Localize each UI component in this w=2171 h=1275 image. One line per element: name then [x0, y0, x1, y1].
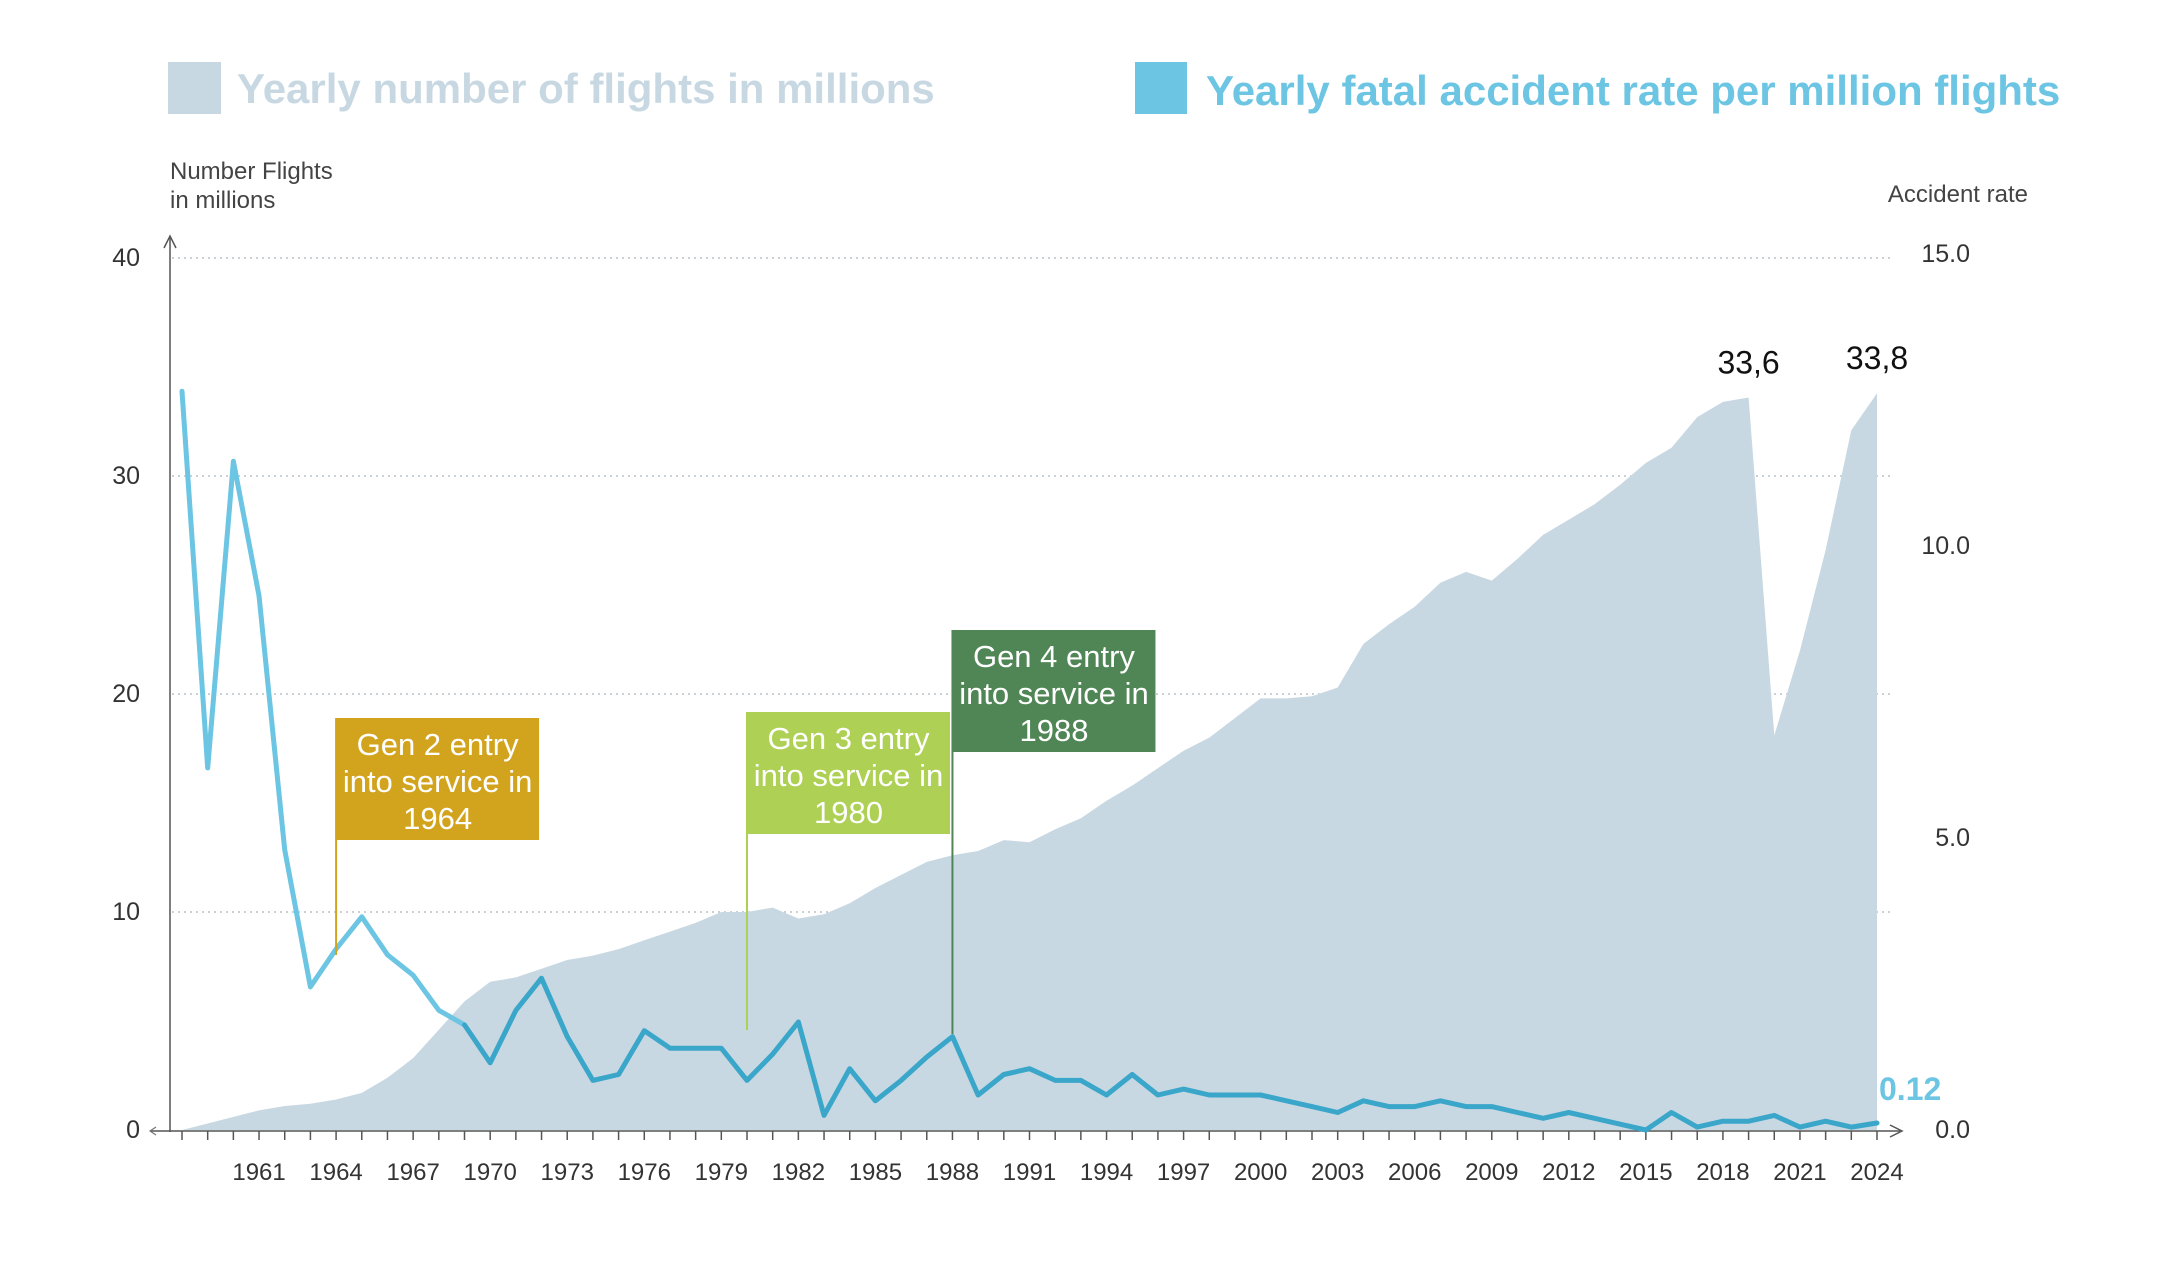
x-tick-label: 2024: [1850, 1159, 1903, 1186]
x-tick-label: 1964: [309, 1159, 362, 1186]
flights-value-label: 33,8: [1846, 340, 1908, 376]
accident-line-layer: [179, 388, 1880, 1133]
labels: 0 10 20 30 40 0.0 5.0 10.0 15.0 1961 1964 1967 1970 1…: [112, 240, 1970, 1186]
y-tick-label-left: 40: [112, 244, 140, 272]
y-tick-label-left: 0: [126, 1116, 140, 1144]
milestone-text: 1980: [814, 795, 883, 830]
x-tick-label: 1961: [232, 1159, 285, 1186]
x-tick-label: 1997: [1157, 1159, 1210, 1186]
legend-swatch-flights: [168, 62, 221, 114]
legend: Yearly number of flights in millions Yea…: [168, 62, 2060, 114]
x-tick-label: 1988: [926, 1159, 979, 1186]
left-axis-title: Number Flights in millions: [170, 158, 339, 214]
x-tick-label: 2000: [1234, 1159, 1287, 1186]
y-tick-label-right: 10.0: [1921, 532, 1970, 560]
y-tick-label-right: 5.0: [1935, 824, 1970, 852]
y-axis-arrow: [163, 234, 177, 249]
x-tick-label: 2018: [1696, 1159, 1749, 1186]
x-tick-label: 1979: [695, 1159, 748, 1186]
x-tick-label: 2021: [1773, 1159, 1826, 1186]
x-tick-label: 2006: [1388, 1159, 1441, 1186]
x-tick-label: 2015: [1619, 1159, 1672, 1186]
y-tick-label-left: 20: [112, 680, 140, 708]
milestone-text: 1964: [403, 801, 472, 836]
x-axis-left-arrow: [148, 1126, 157, 1136]
left-axis-title-line2: in millions: [170, 187, 275, 214]
milestone-text: Gen 2 entry: [357, 727, 519, 762]
x-axis-arrow: [1889, 1124, 1904, 1138]
milestone-text: into service in: [959, 676, 1149, 711]
x-tick-label: 1970: [463, 1159, 516, 1186]
flights-area: [182, 393, 1877, 1130]
left-axis-title-line1: Number Flights: [170, 158, 333, 185]
x-tick-label: 1973: [541, 1159, 594, 1186]
legend-swatch-accident: [1135, 62, 1187, 114]
accident-rate-line: [462, 975, 1880, 1133]
accident-rate-line-early: [179, 388, 467, 1028]
milestone-text: Gen 4 entry: [973, 639, 1135, 674]
y-tick-label-right: 0.0: [1935, 1116, 1970, 1144]
x-tick-label: 1994: [1080, 1159, 1133, 1186]
milestone-box: [952, 630, 1156, 752]
x-tick-label: 2009: [1465, 1159, 1518, 1186]
x-tick-label: 1991: [1003, 1159, 1056, 1186]
x-tick-label: 1982: [772, 1159, 825, 1186]
x-tick-label: 1976: [618, 1159, 671, 1186]
milestone-text: into service in: [343, 764, 533, 799]
milestone-box: [336, 718, 540, 840]
milestone-text: Gen 3 entry: [768, 721, 930, 756]
milestone-text: 1988: [1019, 713, 1088, 748]
axes: [148, 234, 1904, 1140]
y-tick-label-left: 10: [112, 898, 140, 926]
flights-area-layer: [182, 393, 1877, 1130]
x-tick-label: 2003: [1311, 1159, 1364, 1186]
milestone-box: [747, 712, 950, 834]
x-tick-label: 1985: [849, 1159, 902, 1186]
right-axis-title: Accident rate: [1888, 181, 2028, 208]
x-tick-label: 1967: [386, 1159, 439, 1186]
legend-label-accident: Yearly fatal accident rate per million f…: [1206, 67, 2060, 114]
accident-rate-end-label: 0.12: [1879, 1071, 1941, 1107]
y-tick-label-right: 15.0: [1921, 240, 1970, 268]
milestone-text: into service in: [754, 758, 944, 793]
x-tick-label: 2012: [1542, 1159, 1595, 1186]
legend-label-flights: Yearly number of flights in millions: [237, 65, 935, 112]
flights-value-label: 33,6: [1717, 345, 1779, 381]
y-tick-label-left: 30: [112, 462, 140, 490]
